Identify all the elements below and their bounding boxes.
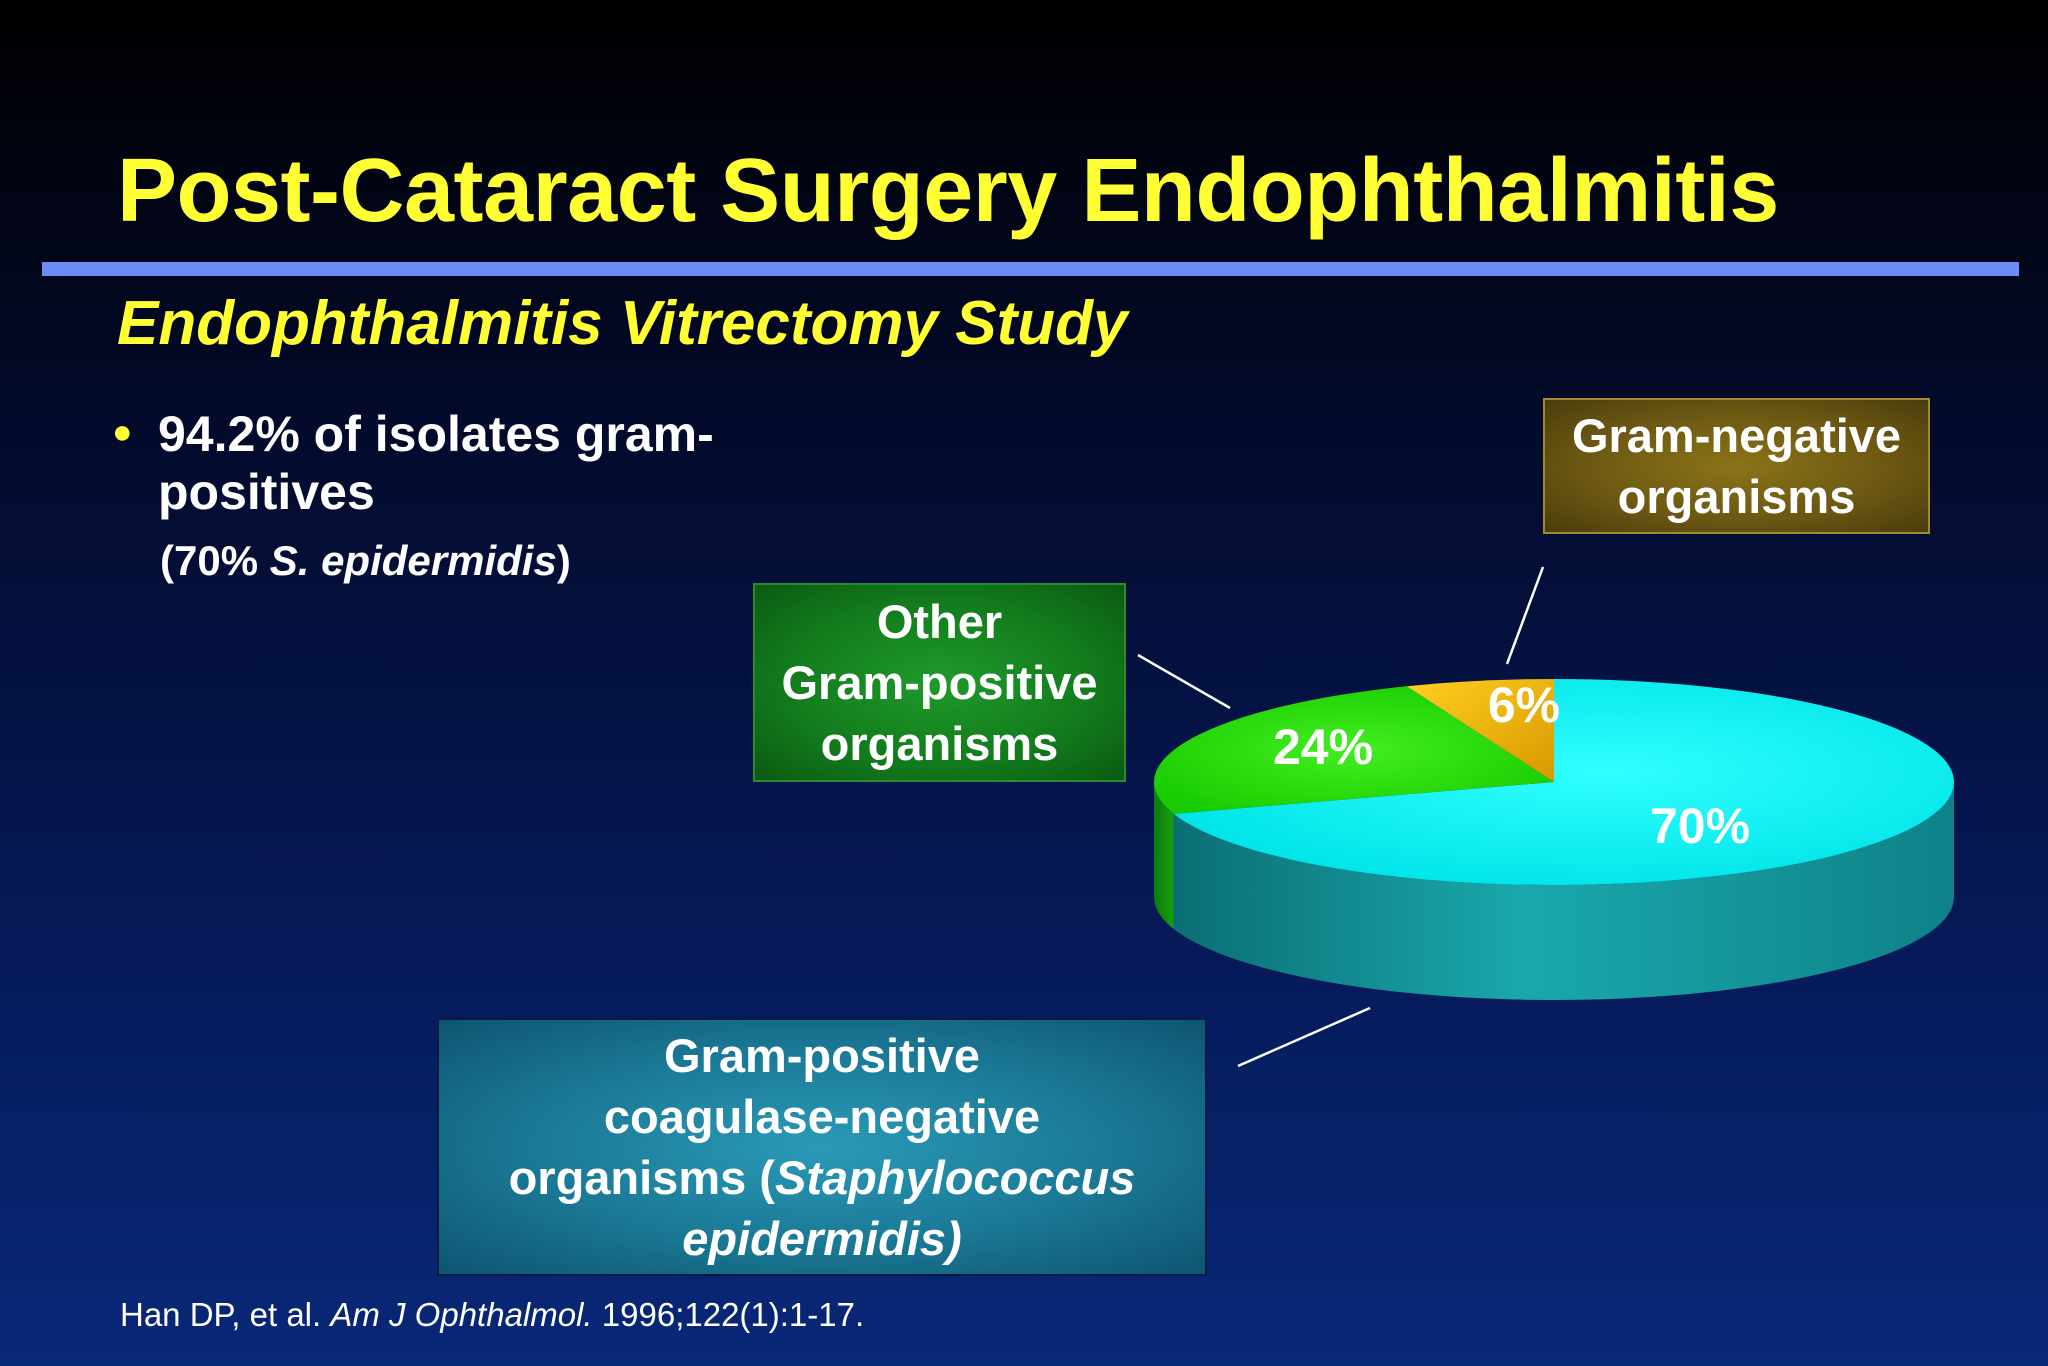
callout-text-line: organisms (Staphylococcus xyxy=(509,1147,1136,1208)
bullet-dot-icon: ● xyxy=(112,413,133,451)
bullet-sub-species: S. epidermidis xyxy=(269,537,557,584)
pie-tops xyxy=(1154,679,1955,885)
pie-value-label-gram-negative: 6% xyxy=(1488,677,1560,733)
pie-slice-coag-negative xyxy=(1173,679,1955,885)
bullet-sub-close: ) xyxy=(556,537,571,584)
pie-sides xyxy=(1154,782,1954,1000)
callout-text-line: coagulase-negative xyxy=(603,1090,1041,1143)
leader-line-coag-negative xyxy=(1237,1006,1371,1068)
bullet-main-text: 94.2% of isolates gram-positives xyxy=(158,406,714,520)
callout-text-line: organisms xyxy=(1617,470,1856,523)
callout-text-line: Gram-negative xyxy=(1571,409,1902,462)
leader-line-other-gram-positive xyxy=(1137,653,1231,710)
callout-text-line: Other xyxy=(876,595,1003,648)
title-divider xyxy=(42,262,2019,276)
callout-gram-negative-text: Gram-negative organisms xyxy=(1572,405,1901,527)
callout-text-italic: Staphylococcus xyxy=(774,1151,1136,1204)
citation-journal: Am J Ophthalmol. xyxy=(330,1296,593,1333)
pie-side-other-gram-positive xyxy=(1154,782,1174,929)
pie-slice-other-gram-positive xyxy=(1154,686,1554,814)
callout-text-line: organisms xyxy=(820,717,1059,770)
callout-coag-negative-text: Gram-positive coagulase-negative organis… xyxy=(509,1025,1136,1269)
leader-lines xyxy=(1137,566,1545,1068)
callout-text-line: Gram-positive xyxy=(781,656,1098,709)
callout-other-gram-positive: Other Gram-positive organisms xyxy=(753,583,1126,782)
slide-title: Post-Cataract Surgery Endophthalmitis xyxy=(117,141,1779,241)
pie-value-label-coag-negative: 70% xyxy=(1650,798,1750,854)
bullet-sub-open: (70% xyxy=(160,537,270,584)
pie-value-label-other-gram-positive: 24% xyxy=(1273,719,1373,775)
pie-labels: 70% 24% 6% xyxy=(1273,677,1750,854)
citation-details: 1996;122(1):1-17. xyxy=(592,1296,865,1333)
callout-text-italic: epidermidis) xyxy=(682,1212,962,1265)
citation: Han DP, et al. Am J Ophthalmol. 1996;122… xyxy=(120,1296,864,1334)
callout-gram-negative: Gram-negative organisms xyxy=(1543,398,1930,534)
pie-side-coag-negative xyxy=(1173,782,1954,1000)
citation-authors: Han DP, et al. xyxy=(120,1296,331,1333)
callout-coag-negative: Gram-positive coagulase-negative organis… xyxy=(437,1018,1207,1276)
bullet-sub-text: (70% S. epidermidis) xyxy=(160,537,571,585)
callout-text-line: epidermidis) xyxy=(509,1208,1136,1269)
callout-other-gram-positive-text: Other Gram-positive organisms xyxy=(781,591,1097,774)
leader-line-gram-negative xyxy=(1505,566,1545,665)
callout-text-plain: organisms ( xyxy=(508,1151,775,1204)
callout-text-line: Gram-positive xyxy=(663,1029,981,1082)
slide-subtitle: Endophthalmitis Vitrectomy Study xyxy=(117,289,1128,358)
pie-slice-gram-negative xyxy=(1406,679,1554,782)
